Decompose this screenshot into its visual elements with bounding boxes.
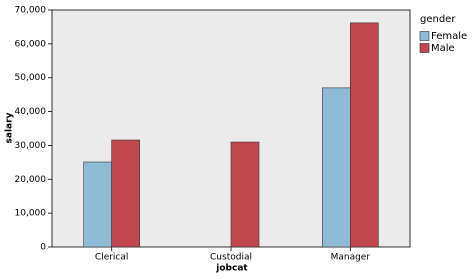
y-tick-label: 60,000 xyxy=(15,39,47,49)
y-tick-label: 20,000 xyxy=(15,175,47,185)
y-axis-label: salary xyxy=(5,112,15,143)
x-tick-label: Custodial xyxy=(210,253,252,263)
legend-swatch xyxy=(419,43,430,53)
y-tick-label: 0 xyxy=(40,243,46,253)
y-tick-label: 50,000 xyxy=(15,73,47,83)
x-tick-label: Manager xyxy=(331,253,371,263)
y-tick-label: 10,000 xyxy=(15,209,47,219)
bar xyxy=(230,141,260,248)
y-tick-label: 70,000 xyxy=(15,6,47,16)
bar xyxy=(83,161,112,248)
legend-label: Male xyxy=(431,43,455,54)
legend-swatch xyxy=(419,31,430,41)
x-tick-label: Clerical xyxy=(95,253,129,263)
x-axis-label: jobcat xyxy=(215,264,248,274)
bar xyxy=(322,87,351,248)
bar xyxy=(111,139,140,248)
y-tick-label: 40,000 xyxy=(15,107,47,117)
legend-title: gender xyxy=(420,14,456,25)
legend-label: Female xyxy=(431,31,467,42)
y-tick-label: 30,000 xyxy=(15,141,47,151)
bar xyxy=(350,22,379,248)
